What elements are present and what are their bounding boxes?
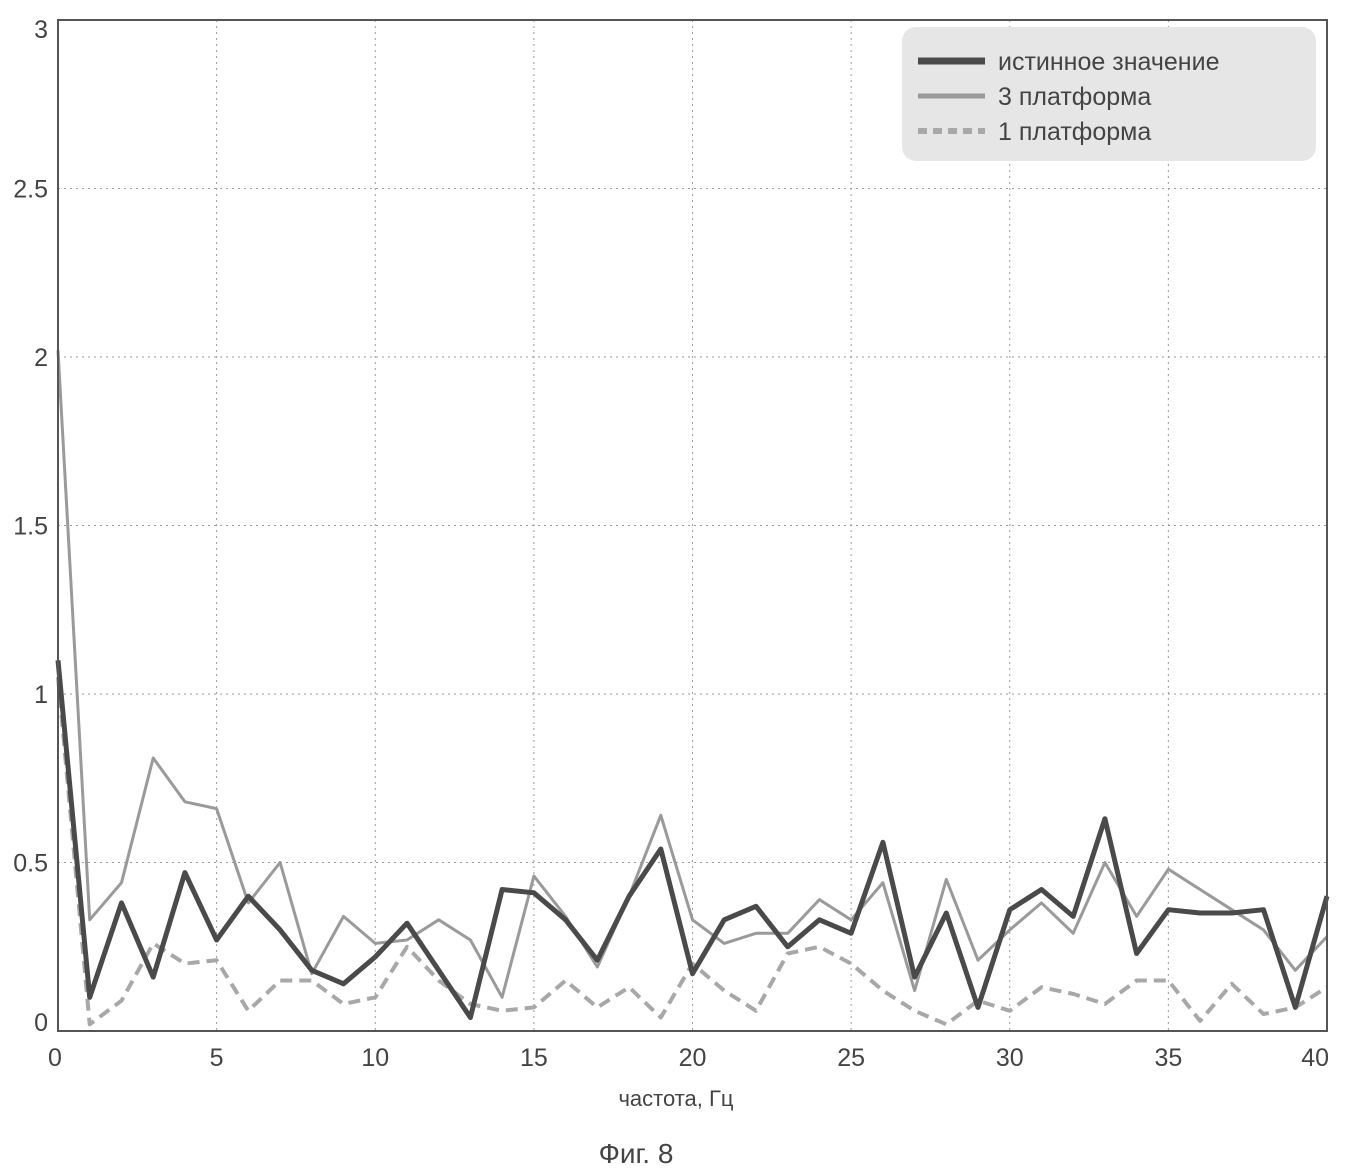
y-tick-label: 1.5 bbox=[13, 513, 48, 541]
x-tick-label: 5 bbox=[210, 1044, 224, 1072]
y-tick-label: 2 bbox=[34, 344, 48, 372]
x-tick-label: 40 bbox=[1301, 1044, 1329, 1072]
y-tick-label: 0 bbox=[34, 1009, 48, 1037]
x-tick-labels: 0 5 10 15 20 25 30 35 40 bbox=[48, 1044, 1329, 1072]
legend-label-1: 3 платформа bbox=[998, 83, 1151, 111]
x-tick-label: 10 bbox=[361, 1044, 389, 1072]
x-tick-label: 30 bbox=[996, 1044, 1024, 1072]
x-tick-label: 35 bbox=[1154, 1044, 1182, 1072]
x-tick-label: 25 bbox=[837, 1044, 865, 1072]
y-tick-label: 1 bbox=[34, 681, 48, 709]
legend-label-0: истинное значение bbox=[998, 48, 1219, 76]
x-tick-label: 0 bbox=[48, 1044, 62, 1072]
x-axis-label: частота, Гц bbox=[618, 1086, 733, 1111]
y-tick-label: 3 bbox=[34, 16, 48, 44]
legend-label-2: 1 платформа bbox=[998, 118, 1151, 146]
x-tick-label: 20 bbox=[679, 1044, 707, 1072]
y-tick-label: 0.5 bbox=[13, 850, 48, 878]
y-tick-labels: 0 0.5 1 1.5 2 2.5 3 bbox=[13, 16, 48, 1037]
legend: истинное значение 3 платформа 1 платформа bbox=[902, 27, 1316, 161]
figure-caption: Фиг. 8 bbox=[599, 1138, 674, 1169]
x-tick-label: 15 bbox=[520, 1044, 548, 1072]
y-tick-label: 2.5 bbox=[13, 176, 48, 204]
